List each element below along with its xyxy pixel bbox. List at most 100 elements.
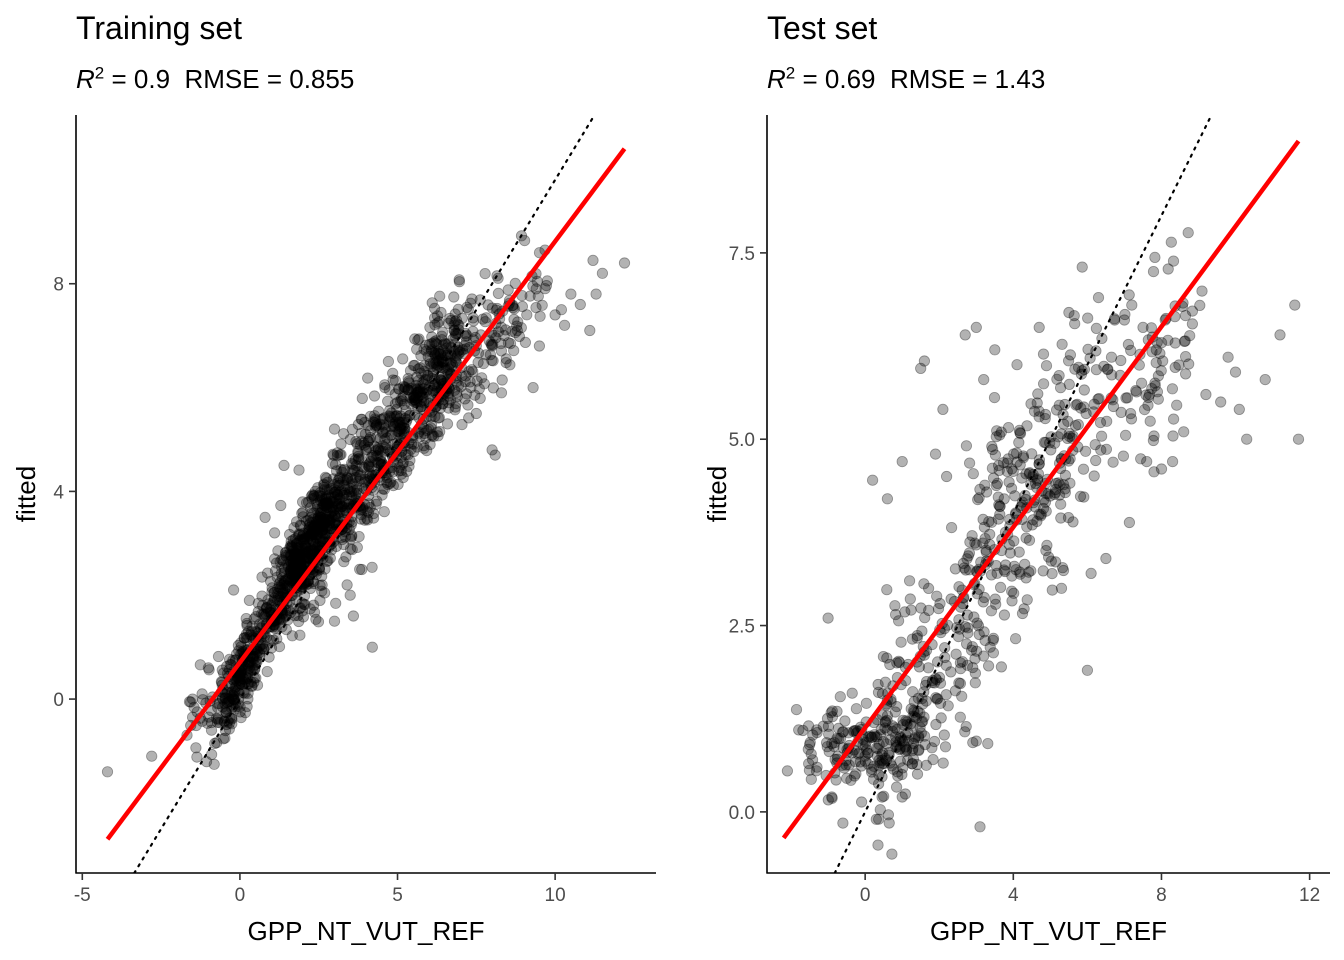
data-point [802,743,814,755]
data-point [902,754,914,766]
left-panel-subtitle: R2 = 0.9 RMSE = 0.855 [76,64,354,95]
data-point [907,720,919,732]
data-point [294,519,306,531]
data-point [430,358,443,370]
data-point [879,716,891,729]
data-point [227,689,239,701]
data-point [330,497,343,510]
data-point [358,476,371,488]
data-point [919,612,931,624]
data-point [353,475,365,487]
data-point [364,431,377,444]
data-point [347,453,359,465]
data-point [931,693,944,705]
data-point [1020,572,1032,584]
data-point [969,677,981,689]
data-point [291,537,303,550]
data-point [224,695,236,708]
data-point [916,716,928,728]
data-point [396,394,409,407]
data-point [297,534,309,547]
data-point [315,490,328,502]
data-point [911,629,923,642]
data-point [1028,405,1041,417]
data-point [233,693,245,705]
data-point [350,471,362,484]
data-point [353,530,365,543]
data-point [308,492,321,504]
data-point [321,476,334,488]
data-point [452,348,465,360]
data-point [228,688,240,700]
data-point [289,571,301,584]
data-point [1013,424,1026,436]
data-point [328,478,340,491]
data-point [285,561,298,574]
data-point [241,633,253,646]
data-point [1064,430,1076,443]
data-point [290,554,302,567]
data-point [445,361,457,373]
data-point [367,416,380,428]
data-point [399,381,411,393]
data-point [958,562,970,574]
data-point [332,477,344,489]
data-point [233,679,246,691]
data-point [409,359,421,371]
data-point [500,324,512,336]
data-point [596,267,609,279]
data-point [415,349,427,362]
data-point [268,595,280,607]
data-point [284,565,297,577]
data-point [448,291,460,303]
data-point [341,579,353,591]
data-point [1130,386,1143,398]
data-point [1162,263,1174,275]
data-point [355,413,367,425]
data-point [229,681,241,694]
data-point [940,470,953,483]
data-point [456,418,468,431]
data-point [1150,357,1162,369]
data-point [490,332,502,344]
data-point [405,382,417,395]
data-point [299,544,311,556]
data-point [1059,398,1071,411]
data-point [290,562,302,574]
data-point [351,541,363,554]
data-point [486,444,498,456]
data-point [839,715,851,727]
data-point [896,768,908,781]
data-point [308,545,320,558]
data-point [245,626,258,638]
data-point [370,418,383,430]
data-point [431,347,443,360]
data-point [1215,396,1227,408]
data-point [336,466,348,478]
data-point [1035,508,1047,520]
data-point [263,598,275,610]
data-point [871,731,883,743]
data-point [977,537,989,549]
data-point [398,383,410,395]
data-point [515,322,527,334]
data-point [540,279,553,292]
data-point [405,398,417,410]
data-point [292,609,304,622]
data-point [969,667,982,679]
data-point [959,726,971,738]
data-point [994,508,1006,521]
data-point [1147,265,1160,278]
data-point [293,550,305,562]
data-point [239,707,251,719]
data-point [279,582,291,595]
data-point [298,532,310,545]
data-point [329,491,341,503]
data-point [190,742,202,754]
data-point [1146,382,1158,395]
data-point [1002,453,1014,465]
data-point [422,350,434,362]
data-point [220,703,232,715]
data-point [393,461,405,473]
data-point [907,686,919,698]
